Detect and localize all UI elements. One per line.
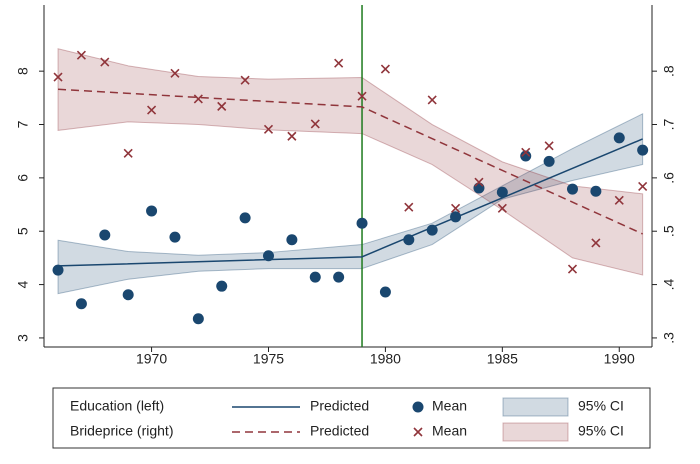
- y-tick-label: 5: [15, 227, 31, 235]
- legend-label: Predicted: [310, 398, 369, 414]
- legend-label: Mean: [432, 423, 467, 439]
- y-tick-label: 3: [15, 334, 31, 342]
- y2-tick-label: .6: [661, 172, 677, 184]
- mean-point: [451, 203, 461, 213]
- mean-point: [309, 271, 321, 283]
- mean-point: [333, 271, 345, 283]
- mean-point: [473, 182, 485, 194]
- legend-label: Predicted: [310, 423, 369, 439]
- mean-point: [193, 94, 203, 104]
- mean-point: [216, 280, 228, 292]
- legend-marker: [413, 427, 423, 437]
- mean-point: [310, 119, 320, 129]
- mean-point: [99, 229, 111, 241]
- legend-label: 95% CI: [578, 398, 624, 414]
- y2-tick-label: .4: [661, 279, 677, 291]
- mean-point: [53, 72, 63, 82]
- legend-label: 95% CI: [578, 423, 624, 439]
- ci-band: [57, 48, 644, 276]
- x-tick-label: 1985: [487, 351, 518, 367]
- mean-point: [123, 148, 133, 158]
- x-tick-label: 1970: [136, 351, 167, 367]
- mean-point: [520, 150, 532, 162]
- mean-point: [287, 131, 297, 141]
- y2-tick-label: .5: [661, 225, 677, 237]
- mean-point: [638, 181, 648, 191]
- predicted-line: [57, 88, 643, 235]
- mean-point: [170, 68, 180, 78]
- mean-point: [521, 147, 531, 157]
- mean-point: [76, 50, 86, 60]
- mean-point: [169, 231, 181, 243]
- mean-point: [239, 212, 251, 224]
- mean-point: [357, 91, 367, 101]
- legend-box: [52, 387, 651, 449]
- mean-point: [403, 234, 415, 246]
- y2-tick-label: .7: [661, 118, 677, 130]
- mean-point: [380, 64, 390, 74]
- y-tick-label: 6: [15, 174, 31, 182]
- mean-point: [75, 298, 87, 310]
- mean-point: [427, 95, 437, 105]
- mean-point: [544, 141, 554, 151]
- mean-point: [497, 203, 507, 213]
- mean-point: [356, 217, 368, 229]
- mean-point: [334, 58, 344, 68]
- mean-point: [591, 238, 601, 248]
- mean-point: [240, 75, 250, 85]
- mean-point: [146, 205, 158, 217]
- mean-point: [379, 286, 391, 298]
- legend-group-label: Education (left): [70, 398, 164, 414]
- predicted-line: [58, 138, 643, 267]
- mean-point: [450, 211, 462, 223]
- mean-point: [566, 183, 578, 195]
- x-tick-label: 1975: [253, 351, 284, 367]
- mean-point: [474, 177, 484, 187]
- mean-point: [286, 234, 298, 246]
- x-tick-label: 1980: [370, 351, 401, 367]
- mean-point: [263, 124, 274, 134]
- mean-point: [613, 132, 625, 144]
- mean-point: [404, 202, 414, 212]
- y2-tick-label: .3: [661, 332, 677, 344]
- mean-point: [496, 186, 508, 198]
- mean-point: [426, 224, 438, 236]
- legend-group-label: Brideprice (right): [70, 423, 173, 439]
- legend-label: Mean: [432, 398, 467, 414]
- legend-marker: [412, 401, 424, 413]
- mean-point: [147, 105, 157, 115]
- mean-point: [590, 185, 602, 197]
- y2-tick-label: .8: [661, 65, 677, 77]
- mean-point: [122, 289, 134, 301]
- mean-point: [100, 57, 110, 67]
- mean-point: [52, 264, 64, 276]
- mean-point: [217, 101, 227, 111]
- mean-point: [567, 264, 578, 274]
- legend-swatch: [502, 422, 569, 442]
- mean-point: [262, 250, 274, 262]
- y-tick-label: 4: [15, 280, 31, 288]
- x-tick-label: 1990: [604, 351, 635, 367]
- mean-point: [637, 144, 649, 156]
- mean-point: [543, 155, 555, 167]
- y-tick-label: 8: [15, 67, 31, 75]
- legend-swatch: [502, 397, 569, 417]
- mean-point: [192, 313, 204, 325]
- y-tick-label: 7: [15, 120, 31, 128]
- mean-point: [614, 195, 624, 205]
